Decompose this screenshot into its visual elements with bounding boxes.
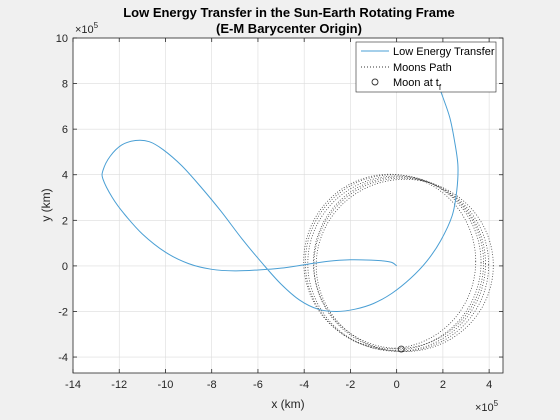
legend-label-moon-path: Moons Path	[393, 62, 452, 74]
moon-at-tf-series	[397, 345, 405, 353]
y-tick-label-5: 6	[62, 124, 68, 136]
y-tick-label-2: 0	[62, 261, 68, 273]
x-axis-ticks: -14 -12 -10 -8 -6 -4 -2 0 2 4	[65, 38, 492, 391]
y-tick-label-1: -2	[58, 306, 68, 318]
low-energy-transfer-line	[101, 42, 459, 312]
y-axis-exponent: ×105	[75, 21, 99, 36]
y-exponent-base: ×10	[75, 24, 94, 36]
x-axis-label: x (km)	[271, 397, 304, 411]
y-tick-label-6: 8	[62, 79, 68, 91]
x-tick-label-3: -8	[207, 379, 217, 391]
x-tick-label-6: -2	[346, 379, 356, 391]
chart-subtitle: (E-M Barycenter Origin)	[216, 21, 362, 36]
moon-path-pass-3	[303, 173, 477, 349]
y-tick-label-3: 2	[62, 215, 68, 227]
moon-path-pass-2	[313, 177, 490, 352]
moon-path	[303, 173, 494, 352]
low-energy-transfer-series	[101, 42, 459, 312]
moon-path-pass-1	[304, 174, 482, 351]
legend-label-moon-tf: Moon at tf	[393, 77, 442, 92]
legend-label-transfer: Low Energy Transfer	[393, 46, 495, 58]
x-exponent-base: ×10	[475, 402, 494, 414]
legend-swatch-moon-tf	[371, 78, 379, 86]
legend-moon-tf-subscript: f	[439, 83, 442, 92]
x-tick-label-4: -6	[253, 379, 263, 391]
x-tick-label-1: -12	[111, 379, 127, 391]
x-tick-label-2: -10	[158, 379, 174, 391]
x-axis-exponent: ×105	[475, 399, 499, 414]
y-axis-label: y (km)	[39, 188, 53, 221]
svg-text:×105: ×105	[75, 21, 99, 36]
x-exponent-power: 5	[494, 399, 499, 408]
y-axis-ticks: -4 -2 0 2 4 6 8 10	[56, 33, 503, 364]
y-tick-label-0: -4	[58, 352, 68, 364]
y-exponent-power: 5	[94, 21, 99, 30]
x-tick-label-8: 2	[440, 379, 446, 391]
chart-title: Low Energy Transfer in the Sun-Earth Rot…	[123, 5, 455, 20]
plot-area	[73, 38, 503, 373]
axes-box	[72, 37, 504, 374]
moon-at-tf-marker	[397, 345, 405, 353]
moon-path-pass-4	[315, 178, 494, 352]
legend-moon-tf-text: Moon at t	[393, 77, 439, 89]
y-tick-label-7: 10	[56, 33, 68, 45]
svg-text:×105: ×105	[475, 399, 499, 414]
y-tick-label-4: 4	[62, 170, 68, 182]
legend: Low Energy Transfer Moons Path Moon at t…	[355, 41, 497, 93]
x-tick-label-7: 0	[394, 379, 400, 391]
x-tick-label-0: -14	[65, 379, 81, 391]
x-tick-label-9: 4	[486, 379, 492, 391]
moon-path-pass-5	[313, 176, 484, 349]
x-tick-label-5: -4	[299, 379, 309, 391]
